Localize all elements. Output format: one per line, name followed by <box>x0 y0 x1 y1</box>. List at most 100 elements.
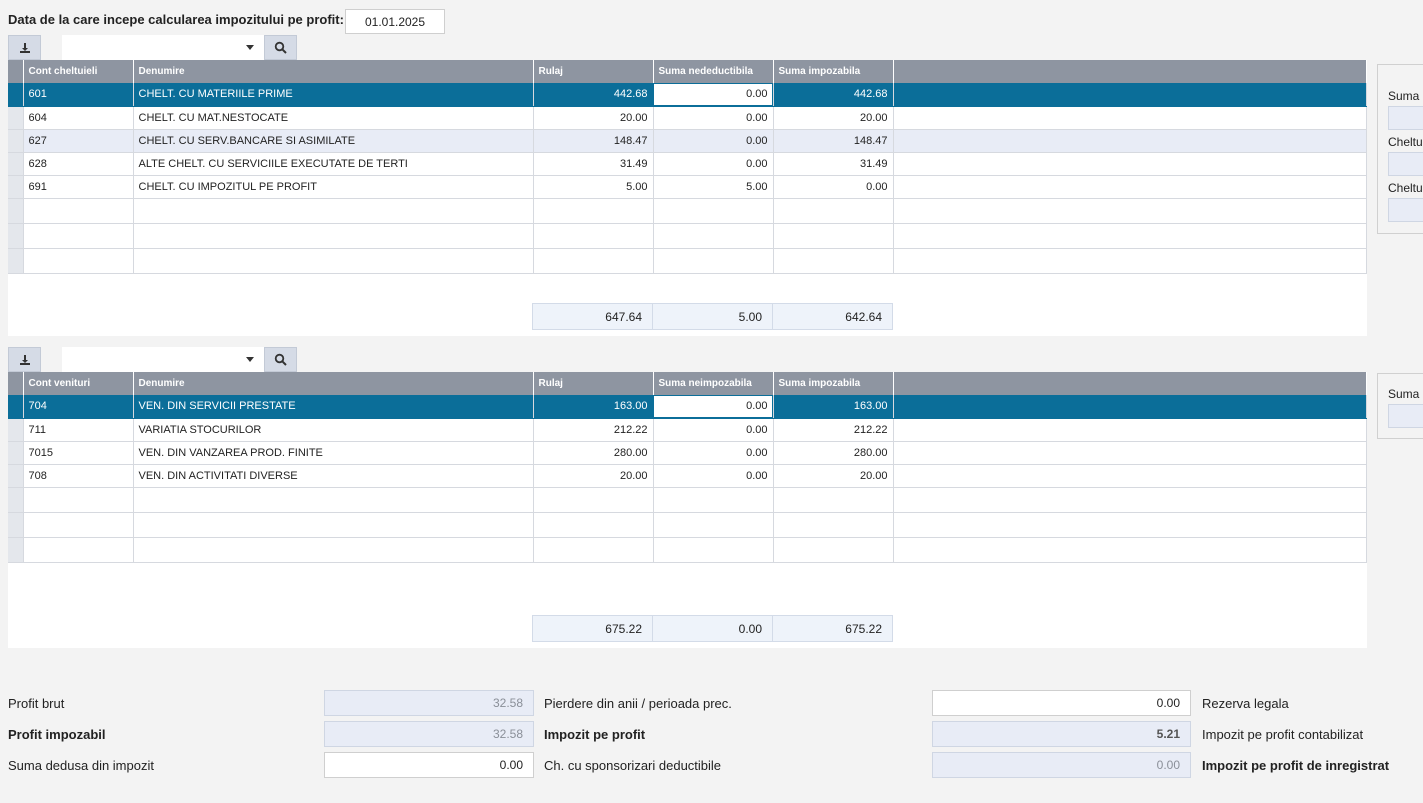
search-icon <box>274 353 287 366</box>
cell-rulaj[interactable]: 20.00 <box>533 106 654 130</box>
suma-dedusa-input[interactable]: 0.00 <box>324 752 534 778</box>
table-row[interactable]: 627 CHELT. CU SERV.BANCARE SI ASIMILATE … <box>8 129 1367 153</box>
column-header-cont[interactable]: Cont cheltuieli <box>23 60 134 83</box>
column-header-rulaj[interactable]: Rulaj <box>533 60 654 83</box>
empty-row[interactable] <box>8 223 1367 249</box>
cell-cont[interactable]: 627 <box>23 129 134 153</box>
search-button-expenses[interactable] <box>264 35 297 60</box>
cell-impoz[interactable]: 0.00 <box>773 175 894 199</box>
download-icon <box>19 354 30 365</box>
cell-impoz[interactable]: 442.68 <box>773 83 894 107</box>
cell-neimpoz[interactable]: 0.00 <box>653 464 774 488</box>
search-button-revenues[interactable] <box>264 347 297 372</box>
table-row[interactable]: 691 CHELT. CU IMPOZITUL PE PROFIT 5.00 5… <box>8 175 1367 199</box>
cell-denumire[interactable]: VEN. DIN VANZAREA PROD. FINITE <box>133 441 534 465</box>
cell-denumire[interactable]: VEN. DIN ACTIVITATI DIVERSE <box>133 464 534 488</box>
cell-rulaj[interactable]: 20.00 <box>533 464 654 488</box>
cell-cont[interactable]: 604 <box>23 106 134 130</box>
column-header-impoz[interactable]: Suma impozabila <box>773 372 894 395</box>
cell-cont[interactable]: 704 <box>23 395 134 419</box>
cell-nededuct[interactable]: 5.00 <box>653 175 774 199</box>
cell-nededuct[interactable]: 0.00 <box>653 106 774 130</box>
cell-impoz[interactable]: 148.47 <box>773 129 894 153</box>
empty-row[interactable] <box>8 512 1367 538</box>
cell-impoz[interactable]: 280.00 <box>773 441 894 465</box>
table-row[interactable]: 708 VEN. DIN ACTIVITATI DIVERSE 20.00 0.… <box>8 464 1367 488</box>
sponsorizari-label: Ch. cu sponsorizari deductibile <box>544 758 722 773</box>
row-selector[interactable] <box>8 106 24 130</box>
cell-rulaj[interactable]: 31.49 <box>533 152 654 176</box>
table-row[interactable]: 604 CHELT. CU MAT.NESTOCATE 20.00 0.00 2… <box>8 106 1367 130</box>
cell-rulaj[interactable]: 442.68 <box>533 83 654 107</box>
cell-cont[interactable]: 601 <box>23 83 134 107</box>
column-header-neimpoz[interactable]: Suma neimpozabila <box>653 372 774 395</box>
row-selector[interactable] <box>8 441 24 465</box>
cell-impoz[interactable]: 31.49 <box>773 152 894 176</box>
cell-nededuct[interactable]: 0.00 <box>653 152 774 176</box>
column-header-rulaj[interactable]: Rulaj <box>533 372 654 395</box>
cell-cont[interactable]: 7015 <box>23 441 134 465</box>
cell-cont[interactable]: 691 <box>23 175 134 199</box>
export-button-expenses[interactable] <box>8 35 41 60</box>
side-input[interactable] <box>1388 152 1423 176</box>
side-input[interactable] <box>1388 106 1423 130</box>
empty-row[interactable] <box>8 248 1367 274</box>
cell-denumire[interactable]: VEN. DIN SERVICII PRESTATE <box>133 395 534 419</box>
row-selector[interactable] <box>8 418 24 442</box>
cell-filler <box>893 152 1367 176</box>
column-header-nededuct[interactable]: Suma nedeductibila <box>653 60 774 83</box>
export-button-revenues[interactable] <box>8 347 41 372</box>
empty-row[interactable] <box>8 198 1367 224</box>
cell-nededuct[interactable]: 0.00 <box>653 129 774 153</box>
caret-down-icon <box>246 357 254 362</box>
row-selector[interactable] <box>8 129 24 153</box>
cell-impoz[interactable]: 163.00 <box>773 395 894 419</box>
column-header-denumire[interactable]: Denumire <box>133 372 534 395</box>
cell-nededuct-editor[interactable]: 0.00 <box>653 83 774 107</box>
side-input[interactable] <box>1388 404 1423 428</box>
row-selector[interactable] <box>8 83 24 107</box>
side-input[interactable] <box>1388 198 1423 222</box>
cell-denumire[interactable]: CHELT. CU MAT.NESTOCATE <box>133 106 534 130</box>
pierdere-input[interactable]: 0.00 <box>932 690 1191 716</box>
cell-rulaj[interactable]: 163.00 <box>533 395 654 419</box>
empty-row[interactable] <box>8 487 1367 513</box>
cell-cont[interactable]: 711 <box>23 418 134 442</box>
cell-rulaj[interactable]: 148.47 <box>533 129 654 153</box>
cell-neimpoz[interactable]: 0.00 <box>653 418 774 442</box>
caret-down-icon <box>246 45 254 50</box>
filter-dropdown-revenues[interactable] <box>62 347 264 372</box>
cell-impoz[interactable]: 212.22 <box>773 418 894 442</box>
cell-rulaj[interactable]: 212.22 <box>533 418 654 442</box>
revenues-grid: Cont venituri Denumire Rulaj Suma neimpo… <box>8 372 1367 648</box>
column-header-impoz[interactable]: Suma impozabila <box>773 60 894 83</box>
cell-denumire[interactable]: CHELT. CU MATERIILE PRIME <box>133 83 534 107</box>
cell-neimpoz[interactable]: 0.00 <box>653 441 774 465</box>
row-selector[interactable] <box>8 395 24 419</box>
table-row[interactable]: 704 VEN. DIN SERVICII PRESTATE 163.00 0.… <box>8 395 1367 419</box>
start-date-label: Data de la care incepe calcularea impozi… <box>8 12 344 27</box>
empty-row[interactable] <box>8 537 1367 563</box>
table-row[interactable]: 601 CHELT. CU MATERIILE PRIME 442.68 0.0… <box>8 83 1367 107</box>
table-row[interactable]: 711 VARIATIA STOCURILOR 212.22 0.00 212.… <box>8 418 1367 442</box>
cell-impoz[interactable]: 20.00 <box>773 464 894 488</box>
column-header-cont[interactable]: Cont venituri <box>23 372 134 395</box>
cell-rulaj[interactable]: 5.00 <box>533 175 654 199</box>
table-row[interactable]: 7015 VEN. DIN VANZAREA PROD. FINITE 280.… <box>8 441 1367 465</box>
row-selector[interactable] <box>8 152 24 176</box>
cell-cont[interactable]: 628 <box>23 152 134 176</box>
cell-impoz[interactable]: 20.00 <box>773 106 894 130</box>
cell-cont[interactable]: 708 <box>23 464 134 488</box>
row-selector[interactable] <box>8 464 24 488</box>
cell-neimpoz-editor[interactable]: 0.00 <box>653 395 774 419</box>
cell-denumire[interactable]: VARIATIA STOCURILOR <box>133 418 534 442</box>
filter-dropdown-expenses[interactable] <box>62 35 264 60</box>
cell-denumire[interactable]: CHELT. CU IMPOZITUL PE PROFIT <box>133 175 534 199</box>
cell-denumire[interactable]: ALTE CHELT. CU SERVICIILE EXECUTATE DE T… <box>133 152 534 176</box>
row-selector[interactable] <box>8 175 24 199</box>
cell-denumire[interactable]: CHELT. CU SERV.BANCARE SI ASIMILATE <box>133 129 534 153</box>
table-row[interactable]: 628 ALTE CHELT. CU SERVICIILE EXECUTATE … <box>8 152 1367 176</box>
start-date-input[interactable]: 01.01.2025 <box>345 9 445 34</box>
cell-rulaj[interactable]: 280.00 <box>533 441 654 465</box>
column-header-denumire[interactable]: Denumire <box>133 60 534 83</box>
